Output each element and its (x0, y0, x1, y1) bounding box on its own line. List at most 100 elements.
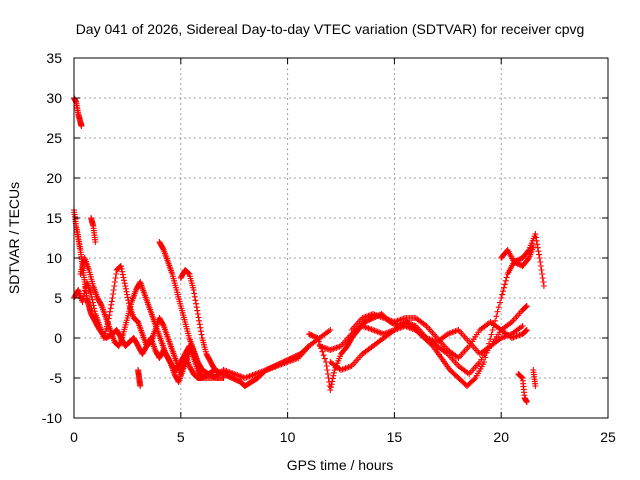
data-point (523, 327, 530, 334)
data-point (91, 308, 98, 315)
data-point (197, 328, 204, 335)
data-point (78, 123, 85, 129)
data-point (540, 283, 547, 289)
data-point (124, 294, 131, 301)
data-point (523, 327, 530, 333)
y-tick-label: 35 (46, 50, 62, 66)
series-m (498, 243, 537, 269)
data-point (195, 314, 202, 321)
data-point (108, 298, 115, 305)
data-point (185, 269, 192, 276)
data-point (500, 284, 507, 291)
data-point (499, 291, 506, 298)
data-point (166, 357, 173, 364)
data-point (137, 383, 144, 389)
data-point (540, 279, 547, 285)
series-e (156, 239, 227, 381)
data-point (330, 369, 337, 376)
data-point (471, 376, 478, 383)
data-point (324, 371, 331, 377)
data-point (89, 299, 96, 306)
data-point (494, 308, 501, 315)
data-point (522, 304, 529, 311)
data-point (91, 305, 98, 312)
data-point (314, 335, 321, 341)
data-point (523, 303, 530, 309)
data-point (123, 288, 130, 295)
x-tick-label: 0 (70, 429, 78, 445)
data-point (329, 375, 336, 382)
data-point (197, 324, 204, 331)
data-point (191, 293, 198, 300)
data-point (495, 304, 502, 311)
data-point (324, 367, 331, 373)
data-point (118, 265, 125, 272)
data-point (194, 311, 201, 317)
data-point (488, 331, 495, 338)
data-point (122, 285, 129, 292)
data-point (328, 381, 335, 388)
data-point (160, 321, 167, 328)
series-a (71, 95, 85, 129)
data-points (71, 95, 547, 405)
x-axis-label: GPS time / hours (287, 457, 394, 473)
data-point (327, 387, 334, 393)
data-point (196, 317, 203, 324)
data-point (80, 293, 87, 300)
data-point (305, 343, 312, 349)
data-point (496, 299, 503, 306)
data-point (304, 344, 311, 351)
data-point (534, 241, 541, 248)
data-point (194, 307, 201, 314)
y-tick-labels: -10 -5 0 5 10 15 20 25 30 35 (42, 50, 62, 426)
data-point (313, 334, 320, 341)
data-point (106, 312, 113, 319)
data-point (537, 259, 544, 265)
data-point (325, 375, 332, 381)
data-point (536, 251, 543, 258)
data-point (191, 290, 198, 297)
data-point (121, 280, 128, 287)
series-l (348, 311, 530, 361)
data-point (117, 263, 124, 269)
data-point (90, 302, 97, 309)
data-point (110, 291, 117, 297)
data-point (211, 367, 218, 373)
series-h (135, 367, 144, 389)
data-point (518, 373, 525, 380)
data-point (89, 296, 96, 303)
data-point (536, 255, 543, 261)
data-point (160, 245, 167, 252)
x-tick-label: 15 (387, 429, 403, 445)
data-point (198, 331, 205, 338)
data-point (523, 399, 530, 405)
data-point (539, 275, 546, 281)
data-point (519, 323, 526, 329)
y-tick-label: -10 (42, 410, 62, 426)
series-k (327, 323, 526, 373)
y-tick-label: 5 (54, 290, 62, 306)
chart-title: Day 041 of 2026, Sidereal Day-to-day VTE… (76, 21, 585, 37)
x-tick-label: 5 (177, 429, 185, 445)
y-tick-label: 0 (54, 330, 62, 346)
data-point (211, 365, 218, 372)
y-tick-label: -5 (50, 370, 63, 386)
data-point (503, 274, 510, 281)
data-point (532, 231, 539, 237)
series-g (88, 215, 99, 245)
x-tick-labels: 0 5 10 15 20 25 (70, 429, 616, 445)
data-point (112, 275, 119, 281)
data-point (109, 295, 116, 301)
data-point (110, 287, 117, 293)
data-point (537, 263, 544, 269)
data-point (535, 248, 542, 255)
series-n (515, 371, 530, 405)
data-point (330, 372, 337, 379)
data-point (111, 279, 118, 285)
data-point (88, 291, 95, 297)
data-point (124, 291, 131, 298)
series-d (77, 255, 204, 385)
data-point (196, 321, 203, 328)
data-point (193, 300, 200, 307)
y-axis-label: SDTVAR / TECUs (6, 182, 22, 294)
